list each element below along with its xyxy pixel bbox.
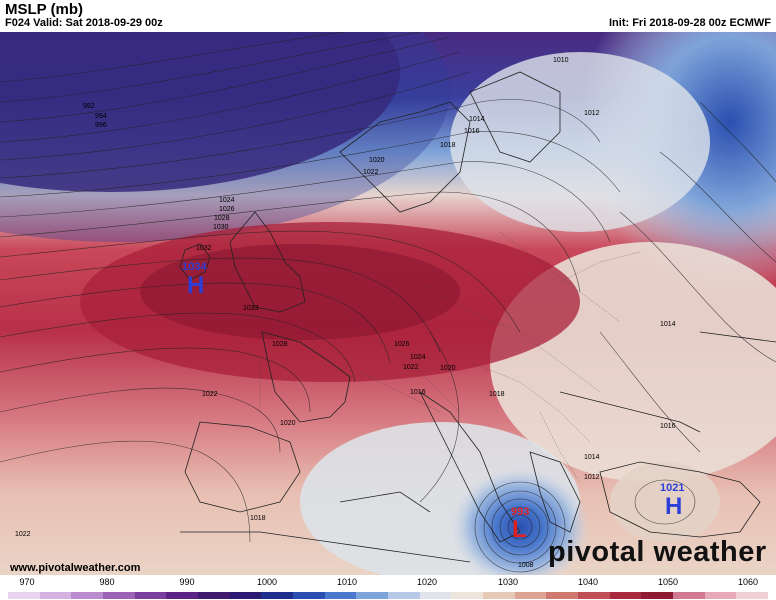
mslp-map: 992 994 996 1010 1012 1014 1016 1018 102… [0,32,776,575]
colorbar-swatch [609,592,642,599]
contour-label: 1020 [280,420,296,427]
colorbar-swatch [673,592,705,599]
contour-label: 1026 [394,341,410,348]
high-letter: H [187,272,204,299]
colorbar-swatch [39,592,72,599]
colorbar-tick-label: 1010 [336,577,358,587]
colorbar-tick-label: 1000 [256,577,278,587]
contour-label: 1014 [660,321,676,328]
contour-label: 1024 [219,197,235,204]
map-canvas: 992 994 996 1010 1012 1014 1016 1018 102… [0,32,776,575]
contour-label: 1026 [219,206,235,213]
contour-label: 1012 [584,474,600,481]
contour-label: 994 [95,113,107,120]
med-low-field [450,467,590,575]
colorbar-swatch [641,592,674,599]
contour-label: 1032 [196,245,212,252]
colorbar-swatch [229,592,262,599]
colorbar-swatch [704,592,737,599]
contour-label: 1018 [440,142,456,149]
colorbar-tick-label: 1030 [497,577,519,587]
colorbar-tick-label: 1040 [577,577,599,587]
colorbar-footer: 970 980 990 1000 1010 1020 1030 1040 1050 1060 [0,575,776,600]
colorbar-tick-label: 970 [19,577,35,587]
colorbar-swatch [546,592,579,599]
contour-label: 996 [95,122,107,129]
colorbar-swatch [198,592,230,599]
contour-label: 1008 [518,562,534,569]
colorbar-swatch [578,592,610,599]
colorbar-swatch [293,592,325,599]
colorbar-swatch [388,592,420,599]
contour-label: 1022 [202,391,218,398]
low-letter: L [512,516,527,543]
contour-label: 1022 [363,169,379,176]
contour-label: 1014 [584,454,600,461]
contour-label: 1018 [489,391,505,398]
contour-label: 1024 [410,354,426,361]
colorbar-ticks: 970 980 990 1000 1010 1020 1030 1040 1050 1060 [0,575,776,589]
colorbar-swatch [261,592,294,599]
colorbar [8,592,769,599]
colorbar-swatch [103,592,135,599]
contour-label: 1016 [660,423,676,430]
contour-label: 1016 [410,389,426,396]
colorbar-swatch [166,592,199,599]
low-value: 993 [511,506,529,518]
colorbar-swatch [451,592,484,599]
contour-label: 992 [83,103,95,110]
colorbar-swatch [736,592,769,599]
contour-label: 1014 [469,116,485,123]
colorbar-swatch [324,592,357,599]
valid-time: F024 Valid: Sat 2018-09-29 00z [5,17,163,29]
colorbar-tick-label: 990 [179,577,195,587]
colorbar-swatch [419,592,452,599]
contour-label: 1020 [440,365,456,372]
isobars [0,32,776,573]
colorbar-swatch [134,592,167,599]
colorbar-tick-label: 1050 [657,577,679,587]
contour-label: 1030 [213,224,229,231]
contour-label: 1018 [250,515,266,522]
init-time: Init: Fri 2018-09-28 00z ECMWF [609,17,771,29]
contour-label: 1016 [464,128,480,135]
colorbar-tick-label: 1060 [737,577,759,587]
contour-label: 1012 [584,110,600,117]
contour-label: 1028 [272,341,288,348]
contour-label: 1022 [403,364,419,371]
header: MSLP (mb) F024 Valid: Sat 2018-09-29 00z… [0,0,776,32]
contour-label: 1022 [15,531,31,538]
colorbar-tick-label: 1020 [416,577,438,587]
colorbar-swatch [514,592,547,599]
coastlines [179,71,776,563]
contour-label: 1028 [214,215,230,222]
high-pressure-east: 1021 H [660,482,684,520]
contour-label: 1010 [553,57,569,64]
colorbar-swatch [8,592,40,599]
high-value: 1021 [660,482,684,494]
contour-label: 1020 [369,157,385,164]
contour-labels: 992 994 996 1010 1012 1014 1016 1018 102… [15,57,676,569]
high-pressure-west: 1034 H [182,261,207,299]
colorbar-swatch [71,592,104,599]
low-pressure-med: 993 L [511,506,529,543]
colorbar-swatch [356,592,389,599]
borders [229,231,641,483]
colorbar-swatch [483,592,515,599]
colorbar-tick-label: 980 [99,577,115,587]
high-value: 1034 [182,261,207,273]
high-letter: H [665,493,682,520]
source-url: www.pivotalweather.com [10,562,141,574]
brand-logo: pivotal weather [548,536,767,568]
chart-title: MSLP (mb) [5,1,84,18]
contour-label: 1033 [243,305,259,312]
